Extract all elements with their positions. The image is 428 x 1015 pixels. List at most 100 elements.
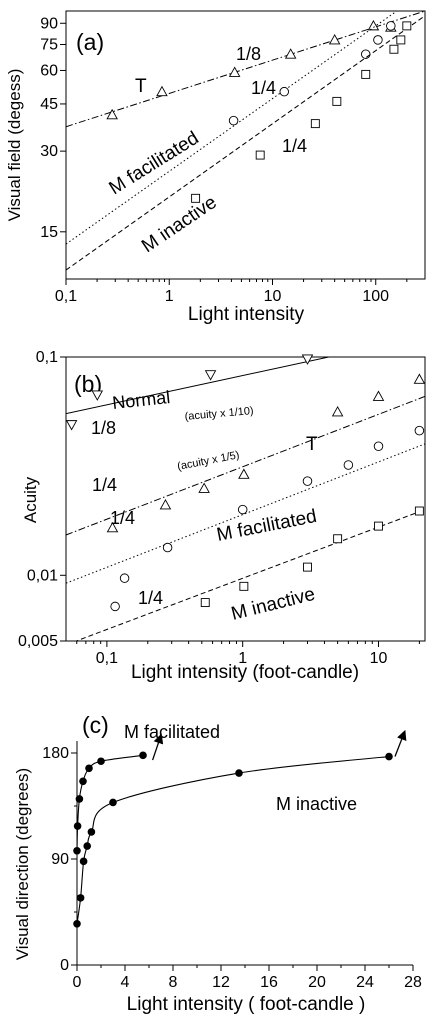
- m-inactive-point: [332, 96, 342, 106]
- panel-a-x-ticks: 0,1 1 10 100: [55, 279, 408, 305]
- normal-fit-line: [66, 357, 329, 415]
- panel-b-plot-area: [65, 354, 426, 641]
- panel-c-x-axis-label: Light intensity ( foot-candle ): [127, 994, 366, 1015]
- m-facilitated-point: [97, 757, 105, 766]
- panel-b-normal-note: (acuity x 1/10): [184, 405, 254, 423]
- m-inactive-point: [389, 44, 399, 54]
- panel-c-plot-area: [73, 729, 407, 928]
- m-facilitated-point: [279, 86, 290, 97]
- m-facilitated-point: [373, 35, 383, 45]
- x-tick-label: 10: [264, 288, 282, 305]
- y-tick-label: 0,005: [18, 633, 58, 650]
- panel-a-mi-series-label: M inactive: [138, 192, 221, 257]
- t-point: [367, 19, 380, 31]
- x-tick-label: 0,1: [96, 650, 118, 667]
- m-inactive-point: [200, 598, 210, 608]
- m-facilitated-point: [139, 751, 147, 760]
- panel-c-mi-series-label: M inactive: [276, 794, 357, 814]
- m-inactive-point: [191, 193, 201, 203]
- m-facilitated-point: [73, 846, 81, 855]
- t-point: [328, 33, 341, 45]
- t-point: [198, 482, 210, 493]
- t-point: [106, 108, 118, 120]
- y-tick-label: 0,1: [36, 349, 58, 366]
- panel-b-t-series-label: T: [306, 434, 318, 455]
- x-tick-label: 10: [370, 650, 388, 667]
- m-inactive-point: [303, 562, 312, 572]
- m-facilitated-point: [75, 795, 84, 803]
- m-inactive-point: [73, 919, 81, 928]
- x-tick-label: 20: [308, 974, 326, 991]
- y-tick-label: 45: [40, 96, 58, 113]
- t-point: [238, 468, 250, 479]
- panel-a-frame: [65, 10, 426, 280]
- m-facilitated-point: [386, 21, 396, 31]
- panel-a-mf-series-label: M facilitated: [106, 128, 203, 200]
- y-tick-label: 0,01: [27, 567, 58, 584]
- panel-b-mf-fraction-label: 1/4: [110, 508, 135, 528]
- m-facilitated-point: [373, 441, 384, 452]
- panel-a: (a) Light intensity Visual field (degess…: [5, 10, 426, 325]
- x-tick-label: 4: [121, 974, 130, 991]
- m-inactive-point: [255, 150, 265, 160]
- m-inactive-arrow: [394, 729, 407, 757]
- m-facilitated-point: [302, 476, 313, 486]
- panel-b-frame: [65, 356, 426, 642]
- m-facilitated-point: [79, 777, 87, 786]
- m-facilitated-point: [85, 764, 93, 773]
- m-inactive-fit-line: [66, 15, 425, 271]
- panel-b-mf-series-label: M facilitated: [215, 506, 319, 546]
- y-tick-label: 90: [40, 15, 58, 32]
- m-facilitated-point: [343, 460, 354, 470]
- m-inactive-curve: [76, 755, 390, 924]
- y-tick-label: 60: [40, 62, 58, 79]
- y-tick-label: 15: [40, 224, 58, 241]
- m-facilitated-point: [414, 425, 425, 436]
- panel-b-y-axis-label: Acuity: [21, 476, 40, 523]
- x-tick-label: 16: [260, 974, 278, 991]
- t-fit-line: [66, 11, 425, 128]
- normal-point: [204, 370, 217, 381]
- m-inactive-point: [76, 894, 85, 902]
- x-tick-label: 100: [362, 288, 389, 305]
- m-inactive-point: [361, 69, 371, 79]
- m-facilitated-fit-line: [66, 443, 425, 584]
- x-tick-label: 24: [356, 974, 374, 991]
- panel-c: (c) Light intensity ( foot-candle ) Visu…: [13, 712, 422, 1015]
- panel-a-y-ticks: 15 30 45 60 75 90: [40, 15, 66, 241]
- m-facilitated-point: [360, 49, 371, 59]
- m-inactive-point: [414, 506, 424, 516]
- t-point: [159, 499, 172, 510]
- panel-a-plot-area: [66, 11, 425, 271]
- m-facilitated-arrow: [151, 733, 164, 761]
- x-tick-label: 0,1: [55, 288, 77, 305]
- m-inactive-point: [239, 581, 249, 591]
- m-inactive-point: [385, 752, 393, 761]
- t-point: [228, 66, 241, 77]
- normal-point: [65, 420, 78, 431]
- normal-point: [301, 354, 314, 365]
- m-facilitated-point: [73, 822, 82, 830]
- panel-a-mi-fraction-label: 1/4: [282, 136, 307, 156]
- panel-a-label: (a): [76, 29, 104, 55]
- panel-c-y-axis-label: Visual direction (degrees): [13, 768, 32, 960]
- normal-point: [91, 390, 104, 401]
- y-tick-label: 180: [42, 745, 69, 762]
- panel-b-normal-fraction-label: 1/8: [91, 418, 116, 438]
- x-tick-label: 1: [165, 288, 174, 305]
- t-point: [413, 373, 426, 384]
- y-tick-label: 30: [40, 143, 58, 160]
- m-facilitated-point: [162, 542, 173, 553]
- panel-b-normal-series-label: Normal: [111, 387, 171, 413]
- panel-a-t-fraction-label: 1/8: [236, 44, 261, 64]
- t-point: [372, 390, 385, 401]
- y-tick-label: 75: [40, 36, 58, 53]
- x-tick-label: 8: [169, 974, 178, 991]
- m-inactive-point: [79, 857, 88, 866]
- panel-a-y-axis-label: Visual field (degess): [5, 69, 24, 222]
- m-facilitated-point: [119, 573, 130, 583]
- m-facilitated-point: [237, 504, 248, 515]
- m-inactive-point: [374, 521, 383, 531]
- panel-b-mi-fraction-label: 1/4: [138, 588, 163, 608]
- m-inactive-point: [109, 798, 117, 807]
